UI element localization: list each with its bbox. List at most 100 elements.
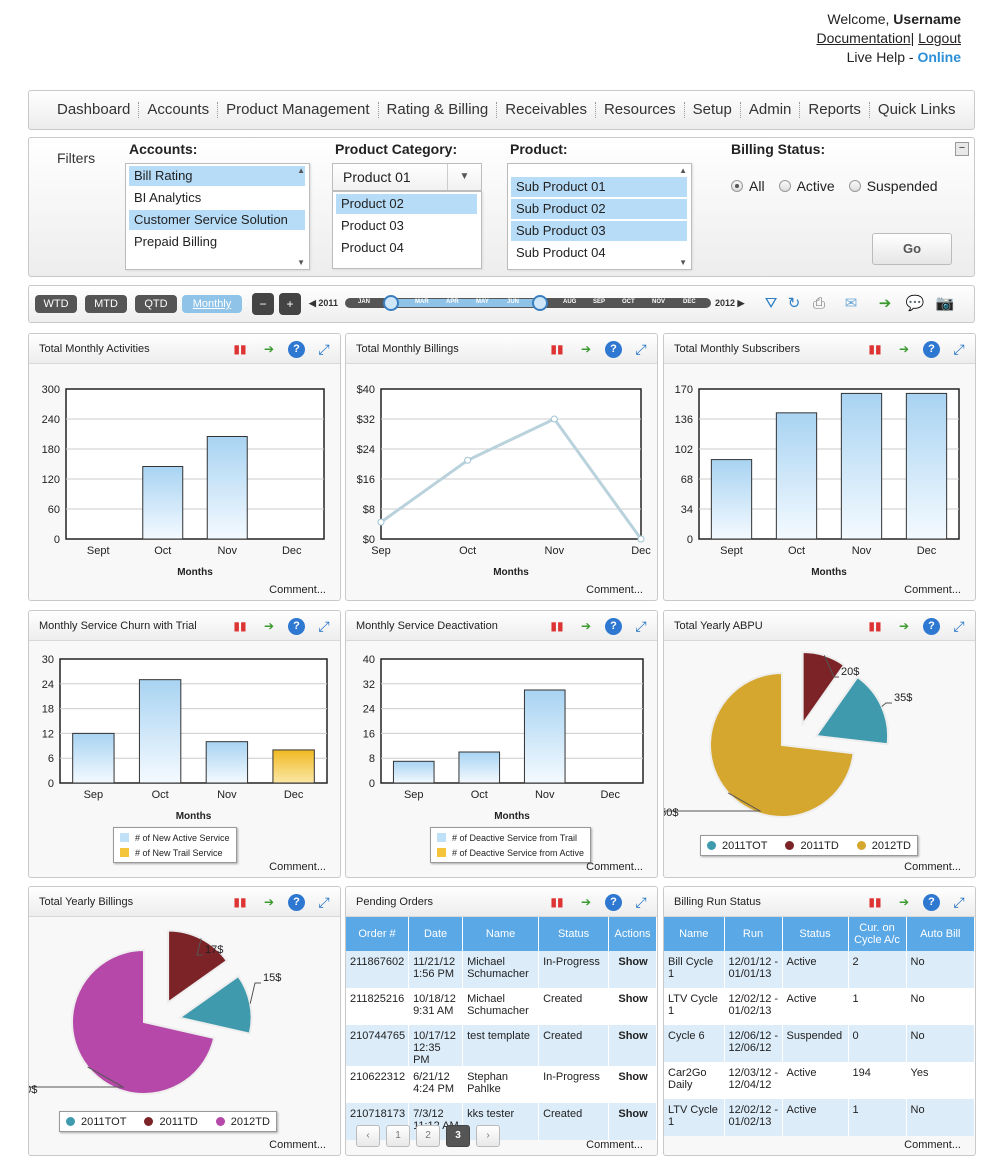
table-row[interactable]: 211825216 10/18/12 9:31 AM Michael Schumac… [346, 988, 657, 1025]
help-icon[interactable]: ? [605, 340, 622, 358]
column-header[interactable]: Name [664, 917, 725, 951]
table-row[interactable]: Cycle 6 12/06/12 - 12/06/12 Suspended 0 No [664, 1025, 975, 1062]
scroll-up-icon[interactable]: ▲ [679, 166, 687, 175]
page-button[interactable]: 2 [416, 1125, 440, 1147]
chart-type-icon[interactable]: ▮▮ [550, 619, 564, 633]
export-excel-icon[interactable]: ➔ [580, 895, 592, 909]
email-icon[interactable]: ✉ [844, 295, 858, 312]
chart-type-icon[interactable]: ▮▮ [233, 342, 247, 356]
comment-link[interactable]: Comment... [586, 584, 643, 596]
help-icon[interactable]: ? [288, 893, 305, 911]
export-excel-icon[interactable]: ➔ [580, 342, 592, 356]
period-wtd-button[interactable]: WTD [35, 295, 77, 313]
column-header[interactable]: Date [408, 917, 464, 951]
category-option[interactable]: Product 03 [341, 218, 404, 233]
comment-link[interactable]: Comment... [904, 1139, 961, 1151]
table-row[interactable]: 211867602 11/21/12 1:56 PM Michael Schumac… [346, 951, 657, 988]
show-link[interactable]: Show [608, 1025, 657, 1066]
period-qtd-button[interactable]: QTD [135, 295, 177, 313]
comment-link[interactable]: Comment... [586, 861, 643, 873]
table-row[interactable]: Car2Go Daily 12/03/12 - 12/04/12 Active 194… [664, 1062, 975, 1099]
documentation-link[interactable]: Documentation [816, 30, 911, 46]
timeline-slider[interactable] [345, 298, 711, 308]
product-option[interactable]: Sub Product 02 [511, 199, 687, 219]
show-link[interactable]: Show [608, 988, 657, 1025]
print-icon[interactable]: ⎙ [812, 295, 825, 312]
refresh-icon[interactable]: ↻ [787, 295, 801, 312]
nav-quick-links[interactable]: Quick Links [877, 101, 956, 118]
timeline-end-handle[interactable] [532, 295, 548, 311]
expand-icon[interactable]: ⤢ [953, 618, 965, 634]
table-row[interactable]: LTV Cycle 1 12/02/12 - 01/02/13 Active 1 No [664, 1099, 975, 1136]
column-header[interactable]: Cur. on Cycle A/c [848, 917, 907, 951]
nav-resources[interactable]: Resources [596, 102, 685, 118]
show-link[interactable]: Show [608, 1103, 657, 1140]
scroll-down-icon[interactable]: ▼ [679, 258, 687, 267]
help-icon[interactable]: ? [923, 893, 940, 911]
logout-link[interactable]: Logout [918, 30, 961, 46]
radio-all[interactable]: All [731, 178, 765, 194]
camera-icon[interactable]: 📷 [935, 295, 955, 312]
chat-icon[interactable]: 💬 [905, 295, 925, 312]
comment-link[interactable]: Comment... [269, 861, 326, 873]
expand-icon[interactable]: ⤢ [953, 341, 965, 357]
expand-icon[interactable]: ⤢ [635, 894, 647, 910]
column-header[interactable]: Status [538, 917, 610, 951]
show-link[interactable]: Show [608, 1066, 657, 1103]
help-icon[interactable]: ? [923, 617, 940, 635]
chart-type-icon[interactable]: ▮▮ [868, 342, 882, 356]
table-row[interactable]: 210744765 10/17/12 12:35 PM test template C… [346, 1025, 657, 1066]
show-link[interactable]: Show [608, 951, 657, 988]
comment-link[interactable]: Comment... [269, 584, 326, 596]
zoom-in-button[interactable]: + [279, 293, 301, 315]
nav-admin[interactable]: Admin [741, 102, 801, 118]
category-option[interactable]: Product 02 [336, 194, 477, 214]
help-icon[interactable]: ? [923, 340, 940, 358]
radio-dot[interactable] [778, 180, 791, 192]
column-header[interactable]: Order # [346, 917, 410, 951]
export-excel-icon[interactable]: ➔ [580, 619, 592, 633]
help-icon[interactable]: ? [605, 893, 622, 911]
radio-dot[interactable] [848, 180, 861, 192]
comment-link[interactable]: Comment... [904, 861, 961, 873]
product-category-list[interactable]: Product 02 Product 03 Product 04 [332, 191, 482, 269]
export-excel-icon[interactable]: ➔ [898, 895, 910, 909]
export-excel-icon[interactable]: ➔ [898, 619, 910, 633]
help-icon[interactable]: ? [288, 340, 305, 358]
scroll-down-icon[interactable]: ▼ [297, 258, 305, 267]
table-row[interactable]: 210622312 6/21/12 4:24 PM Stephan Pahlke In… [346, 1066, 657, 1103]
category-option[interactable]: Product 04 [341, 240, 404, 255]
table-row[interactable]: LTV Cycle 1 12/02/12 - 01/02/13 Active 1 No [664, 988, 975, 1025]
comment-link[interactable]: Comment... [904, 584, 961, 596]
go-button[interactable]: Go [872, 233, 952, 265]
account-option[interactable]: Bill Rating [129, 166, 305, 186]
product-option[interactable]: Sub Product 01 [511, 177, 687, 197]
next-page-button[interactable]: › [476, 1125, 500, 1147]
account-option[interactable]: Prepaid Billing [134, 234, 218, 249]
zoom-out-button[interactable]: − [252, 293, 274, 315]
chevron-down-icon[interactable]: ▼ [447, 164, 481, 190]
column-header[interactable]: Auto Bill [906, 917, 975, 951]
account-option[interactable]: Customer Service Solution [129, 210, 305, 230]
chart-type-icon[interactable]: ▮▮ [550, 895, 564, 909]
collapse-filters-button[interactable]: − [955, 142, 969, 156]
comment-link[interactable]: Comment... [586, 1139, 643, 1151]
account-option[interactable]: BI Analytics [134, 190, 202, 205]
export-icon[interactable]: ➔ [878, 295, 892, 312]
nav-setup[interactable]: Setup [685, 102, 741, 118]
current-page-button[interactable]: 3 [446, 1125, 470, 1147]
nav-accounts[interactable]: Accounts [139, 102, 219, 118]
column-header[interactable]: Run [724, 917, 783, 951]
table-row[interactable]: Bill Cycle 1 12/01/12 - 01/01/13 Active 2 No [664, 951, 975, 988]
timeline-start-handle[interactable] [383, 295, 399, 311]
export-excel-icon[interactable]: ➔ [263, 895, 275, 909]
export-excel-icon[interactable]: ➔ [263, 342, 275, 356]
nav-receivables[interactable]: Receivables [497, 102, 596, 118]
accounts-listbox[interactable]: Bill Rating BI Analytics Customer Servic… [125, 163, 310, 270]
product-category-select[interactable]: Product 01 ▼ [332, 163, 482, 191]
expand-icon[interactable]: ⤢ [318, 894, 330, 910]
live-help-label[interactable]: Live Help - [846, 49, 914, 65]
column-header[interactable]: Name [462, 917, 540, 951]
export-excel-icon[interactable]: ➔ [263, 619, 275, 633]
product-option[interactable]: Sub Product 03 [511, 221, 687, 241]
